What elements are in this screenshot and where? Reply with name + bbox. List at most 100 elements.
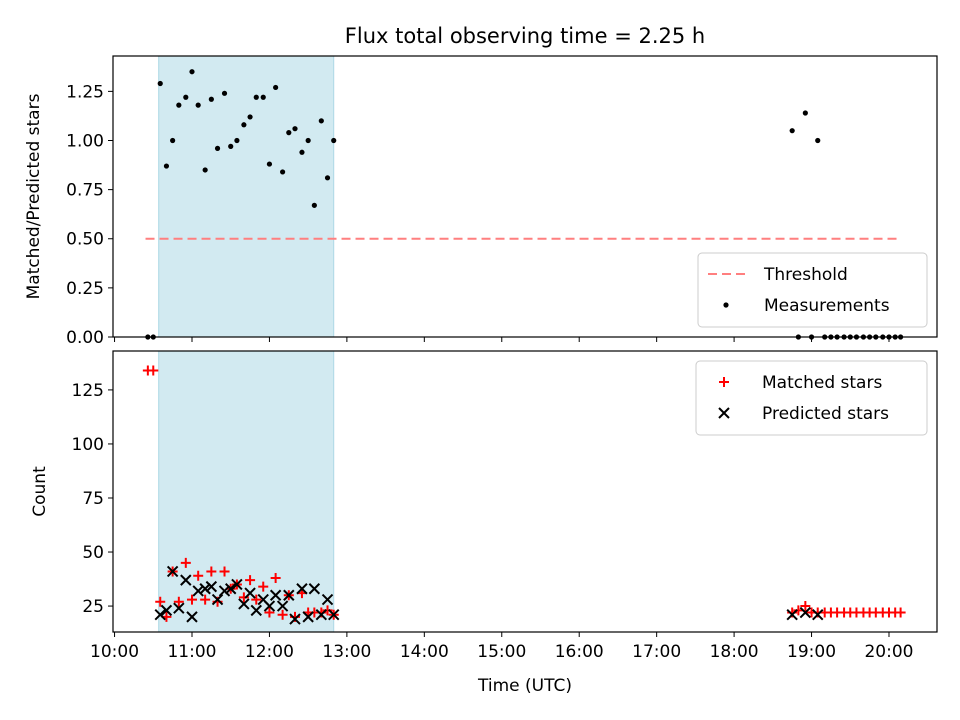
matched-star-marker	[219, 566, 230, 577]
y-tick-label: 0.25	[66, 279, 104, 299]
matched-star-marker	[245, 575, 256, 586]
measurement-point	[189, 69, 195, 75]
y-tick-label: 0.00	[66, 328, 104, 348]
measurement-point	[221, 90, 228, 96]
matched-star-marker	[148, 365, 159, 376]
y-tick-label: 100	[72, 435, 104, 455]
predicted-star-marker	[812, 609, 824, 621]
measurement-point	[273, 84, 279, 91]
predicted-star-marker	[205, 580, 218, 593]
matched-star-marker	[193, 570, 204, 581]
y-axis-label: Count	[30, 466, 50, 517]
measurement-point	[241, 122, 247, 128]
matched-star-marker	[322, 605, 333, 616]
measurement-point	[802, 110, 808, 116]
matched-star-marker	[270, 572, 281, 583]
matched-star-marker	[186, 594, 197, 605]
x-tick-label: 16:00	[555, 642, 604, 662]
matched-star-marker	[793, 605, 804, 616]
predicted-star-marker	[308, 583, 321, 595]
matched-star-marker	[251, 594, 262, 605]
y-tick-label: 25	[82, 597, 104, 617]
predicted-star-marker	[186, 611, 198, 623]
predicted-star-marker	[238, 598, 250, 610]
measurement-point	[214, 145, 221, 151]
predicted-star-marker	[250, 604, 262, 617]
predicted-star-marker	[154, 609, 166, 621]
measurement-point	[324, 175, 331, 181]
predicted-star-marker	[192, 585, 204, 597]
y-tick-label: 0.75	[66, 181, 104, 201]
x-tick-label: 17:00	[632, 642, 681, 662]
predicted-star-marker	[173, 602, 185, 614]
x-tick-label: 19:00	[787, 642, 836, 662]
predicted-star-marker	[180, 574, 192, 586]
predicted-star-marker	[799, 606, 812, 619]
predicted-star-marker	[328, 609, 340, 621]
x-axis-label: Time (UTC)	[477, 676, 572, 696]
y-tick-label: 75	[82, 489, 104, 509]
matched-star-marker	[895, 607, 906, 618]
measurement-point	[280, 169, 286, 175]
measurement-point	[234, 137, 240, 144]
predicted-star-marker	[302, 611, 314, 623]
measurement-point	[163, 163, 170, 169]
predicted-star-marker	[218, 585, 231, 597]
measurement-point	[260, 94, 266, 100]
measurement-point	[305, 137, 311, 144]
y-tick-label: 0.50	[66, 230, 104, 250]
y-axis-label: Matched/Predicted stars	[24, 93, 44, 299]
measurement-point	[723, 302, 729, 308]
x-tick-label: 12:00	[245, 642, 294, 662]
predicted-star-marker	[289, 613, 301, 625]
x-tick-label: 20:00	[864, 642, 913, 662]
measurement-point	[311, 202, 317, 208]
legend: Threshold Measurements	[697, 252, 928, 328]
predicted-star-marker	[718, 407, 730, 419]
predicted-star-marker	[276, 600, 289, 612]
x-tick-label: 13:00	[322, 642, 371, 662]
plot-frame	[112, 55, 938, 338]
measurement-point	[292, 126, 298, 132]
predicted-star-marker	[283, 589, 295, 601]
observing-window	[158, 55, 335, 338]
predicted-star-marker	[263, 600, 276, 612]
x-tick-label: 10:00	[90, 642, 139, 662]
matched-star-marker	[258, 581, 269, 592]
matched-star-marker	[800, 601, 811, 612]
measurement-point	[228, 143, 234, 149]
x-tick-label: 11:00	[167, 642, 216, 662]
top-panel: 0.00 0.25 0.50 0.75 1.00 1.25 Matched/Predicte…	[24, 55, 938, 348]
legend-box	[697, 252, 928, 328]
measurement-point	[195, 102, 201, 108]
x-tick-label: 18:00	[710, 642, 759, 662]
matched-star-marker	[264, 607, 275, 618]
predicted-star-marker	[199, 583, 211, 595]
measurement-point	[208, 96, 214, 102]
legend-label: Matched stars	[762, 373, 882, 393]
predicted-star-marker	[231, 578, 243, 591]
measurement-point	[183, 94, 189, 100]
matched-star-marker	[155, 596, 166, 607]
measurement-point	[170, 137, 176, 144]
measurement-point	[331, 137, 337, 144]
predicted-star-marker	[211, 593, 224, 606]
y-tick-label: 50	[82, 543, 104, 563]
predicted-star-marker	[296, 583, 308, 595]
predicted-star-marker	[225, 583, 237, 595]
x-tick-label: 14:00	[400, 642, 449, 662]
measurement-point	[202, 167, 208, 173]
measurement-point	[286, 130, 292, 136]
plot-frame	[112, 350, 938, 633]
predicted-star-marker	[160, 604, 173, 617]
legend-label: Predicted stars	[762, 404, 889, 424]
matched-star-marker	[180, 557, 191, 568]
y-tick-label: 1.00	[66, 131, 104, 151]
measurement-point	[176, 102, 182, 108]
y-tick-label: 125	[72, 381, 104, 401]
measurement-point	[815, 137, 821, 144]
matched-star-marker	[719, 377, 729, 387]
predicted-star-marker	[315, 609, 328, 621]
predicted-star-marker	[269, 589, 282, 601]
predicted-star-marker	[166, 565, 179, 578]
